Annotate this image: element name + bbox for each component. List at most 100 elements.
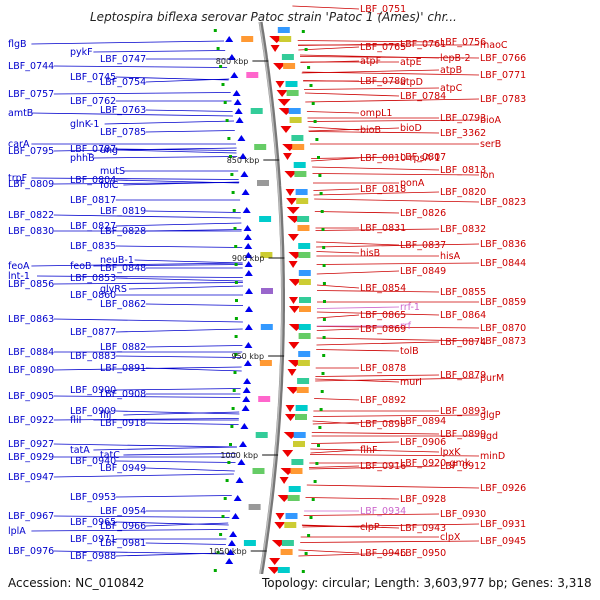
gene-label-right: bioA [480, 115, 501, 126]
gene-connector-right [297, 43, 400, 46]
cog-category-block [298, 270, 311, 276]
gene-label-left: LBF_0817 [70, 195, 116, 206]
forward-gene-arrow [245, 288, 253, 294]
gene-connector-left [115, 521, 229, 526]
reverse-gene-arrow [288, 279, 302, 286]
gene-connector-left [123, 411, 240, 416]
gene-label-left: feoB [70, 261, 92, 272]
gene-connector-left [31, 177, 239, 180]
forward-gene-arrow [235, 117, 244, 123]
cog-category-block [292, 144, 305, 150]
forward-gene-arrow [239, 441, 247, 447]
reverse-gene-arrow [267, 567, 281, 574]
cog-category-block [291, 135, 304, 141]
forward-gene-arrow [242, 207, 251, 213]
gene-label-right: LBF_0836 [480, 239, 526, 250]
backbone-arc [258, 21, 285, 575]
cog-category-block [297, 225, 310, 231]
gc-marker [322, 264, 326, 267]
gene-label-left: LBF_0954 [100, 506, 146, 517]
kbp-ticks: 800 kbp 850 kbp 900 kbp 950 kbp 1000 kbp 1050… [209, 57, 285, 556]
gc-marker [307, 534, 311, 537]
gc-marker [232, 209, 236, 212]
gene-connector-left [134, 259, 243, 264]
gene-label-left: LBF_0884 [8, 347, 54, 358]
reverse-gene-arrow [286, 387, 300, 394]
reverse-gene-arrow [287, 234, 299, 241]
gene-label-left: LBF_0819 [100, 206, 146, 217]
gene-label-left: LBF_0965 [70, 517, 116, 528]
reverse-gene-arrow [285, 405, 295, 412]
gene-connector-left [123, 453, 237, 456]
gene-connector-right [306, 484, 480, 489]
gene-label-left: LBF_0909 [70, 406, 116, 417]
gene-label-right: tolB [400, 346, 419, 357]
reverse-gene-arrow [277, 99, 291, 106]
gene-connector-right [305, 497, 400, 500]
gene-label-right: LBF_0855 [440, 287, 486, 298]
gene-label-left: tatC [100, 450, 120, 461]
cog-category-block [280, 549, 293, 555]
reverse-gene-arrow [277, 495, 291, 502]
forward-gene-arrow [240, 171, 249, 177]
forward-gene-arrow [244, 324, 253, 330]
gene-label-right: purM [480, 373, 504, 384]
gene-connector-right [314, 198, 480, 203]
cog-category-block [252, 468, 265, 474]
gene-label-right: rrf [400, 321, 412, 332]
gene-connector-right [308, 131, 440, 134]
gc-marker [317, 156, 320, 159]
gene-label-right: clpX [440, 532, 461, 543]
gene-connector-right [303, 87, 440, 90]
gene-label-right: clpP [360, 522, 380, 533]
cog-category-block [297, 378, 310, 384]
gene-label-right: LBF_0893 [440, 406, 486, 417]
gene-connector-left [53, 214, 241, 219]
gene-label-right: atpE [400, 57, 422, 68]
gene-connector-left [53, 473, 234, 478]
gene-label-right: lon [480, 170, 494, 181]
gene-connector-right [298, 552, 400, 557]
gene-label-right: LBF_0766 [480, 53, 526, 64]
gene-connector-right [300, 60, 360, 63]
gene-connector-right [309, 454, 480, 457]
gene-connector-left [53, 282, 243, 285]
gene-connector-right [316, 314, 360, 319]
backbone [258, 21, 285, 575]
reverse-gene-arrow [283, 153, 292, 160]
gene-label-left: LBF_0908 [100, 389, 146, 400]
gc-marker [229, 443, 232, 446]
cog-category-block [296, 387, 309, 393]
forward-gene-arrow [244, 252, 253, 258]
gene-label-left: LBF_0827 [70, 221, 116, 232]
gene-label-left: LBF_0883 [70, 351, 116, 362]
cog-category-block [298, 252, 311, 258]
gene-connector-right [316, 311, 440, 316]
gc-marker [213, 29, 217, 32]
gene-label-right: LBF_0945 [480, 536, 526, 547]
cog-category-block [293, 432, 306, 438]
gene-label-left: LBF_0754 [100, 77, 146, 88]
gene-connector-left [53, 443, 238, 448]
gc-marker [233, 227, 237, 230]
gc-marker [304, 552, 308, 555]
gene-connector-left [145, 109, 233, 112]
gene-connector-left [93, 446, 237, 451]
cog-category-block [288, 108, 301, 114]
gene-connector-left [115, 410, 240, 415]
gene-label-right: LBF_0844 [480, 258, 526, 269]
gc-marker [221, 515, 225, 518]
gene-connector-left [53, 318, 243, 323]
gene-connector-left [36, 275, 243, 278]
gene-label-right: atpD [400, 77, 423, 88]
gc-marker [231, 407, 235, 410]
cog-category-block [243, 540, 256, 546]
gene-label-right: LBF_0832 [440, 224, 486, 235]
cog-category-block [281, 540, 294, 546]
gene-label-right: LBF_0854 [360, 283, 406, 294]
kbp-tick-label: 950 kbp [231, 352, 264, 361]
gene-label-right: LBF_0810-rpsA-1 [360, 153, 440, 164]
gene-label-right: minD [480, 451, 505, 462]
gc-marker [313, 120, 317, 123]
gene-label-right: LBF_0751 [360, 4, 406, 15]
